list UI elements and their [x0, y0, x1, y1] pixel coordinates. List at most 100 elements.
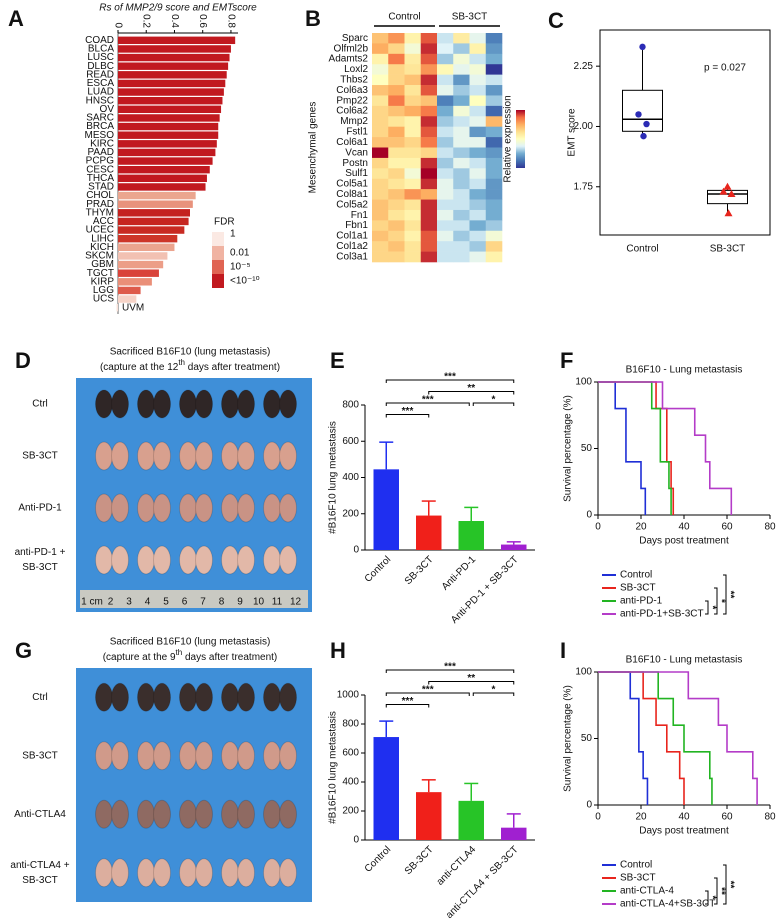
panel-letter: I [560, 638, 566, 663]
heat-cell [453, 43, 470, 55]
significance-label: * [706, 896, 717, 900]
lung-lobe [111, 493, 129, 523]
significance-label: ** [467, 383, 475, 394]
heat-cell [388, 199, 405, 211]
lung-lobe [137, 389, 155, 419]
heat-cell [453, 189, 470, 200]
lung-lobe [111, 799, 129, 829]
heat-cell [485, 137, 503, 148]
lung-lobe [221, 493, 239, 523]
significance-label: * [706, 606, 717, 610]
row-label: Col5a2 [336, 199, 368, 210]
lung-lobe [279, 545, 297, 575]
ruler-label: 9 [237, 597, 243, 608]
significance-label: * [715, 599, 726, 603]
lung-lobe [263, 493, 281, 523]
x-tick-label: 0.4 [169, 14, 180, 28]
bar [118, 131, 219, 139]
y-tick-label: 0 [586, 510, 592, 521]
heat-cell [453, 53, 470, 65]
category-label: UCEC [86, 225, 114, 236]
row-label: anti-PD-1 + [15, 547, 66, 558]
category-label: ACC [93, 216, 114, 227]
lung-lobe [153, 441, 171, 471]
row-label: SB-3CT [22, 750, 58, 761]
lung-lobe [195, 682, 213, 712]
heat-cell [437, 241, 454, 252]
point [727, 190, 736, 197]
heat-cell [404, 33, 422, 44]
heat-cell [469, 43, 487, 55]
heat-cell [388, 33, 405, 44]
heat-cell [453, 85, 470, 96]
lung-lobe [221, 441, 239, 471]
heat-cell [437, 178, 454, 190]
heat-cell [388, 53, 405, 65]
heat-cell [453, 126, 470, 138]
heat-cell [437, 85, 454, 96]
heat-cell [372, 64, 389, 75]
category-label: PRAD [86, 199, 114, 210]
significance-bracket [385, 704, 430, 708]
ruler-label: 2 [108, 597, 114, 608]
heat-cell [469, 199, 487, 211]
ruler-label: 1 cm [81, 597, 103, 608]
lung-lobe [153, 493, 171, 523]
significance-label: ** [467, 673, 475, 684]
heat-cell [469, 95, 487, 107]
heat-cell [420, 209, 438, 221]
y-tick-label: 100 [575, 377, 592, 388]
heat-cell [420, 199, 438, 211]
heat-cell [420, 230, 438, 242]
x-tick-label: anti-CTLA4 + SB-3CT [444, 844, 521, 920]
point [640, 132, 647, 140]
lung-lobe [221, 799, 239, 829]
lung-lobe [153, 799, 171, 829]
significance-bracket [705, 890, 709, 905]
x-tick-label: Control [363, 554, 394, 585]
y-tick-label: 0 [353, 545, 359, 556]
x-tick-label: 0.6 [197, 14, 208, 28]
heat-cell [453, 251, 470, 263]
lung-lobe [195, 858, 213, 888]
survival-curve [598, 671, 758, 805]
row-label: Col3a1 [336, 251, 368, 262]
legend-label: anti-CTLA-4 [620, 886, 674, 897]
lung-lobe [237, 799, 255, 829]
heat-cell [404, 189, 422, 200]
heat-cell [485, 168, 503, 180]
lung-lobe [195, 441, 213, 471]
heat-cell [404, 230, 422, 242]
heat-cell [420, 137, 438, 148]
x-tick-label: SB-3CT [403, 844, 436, 877]
bar [118, 295, 137, 303]
heat-cell [404, 220, 422, 232]
bar [118, 36, 236, 45]
panel: G Sacrificed B16F10 (lung metastasis)(cap… [10, 637, 312, 902]
heat-cell [469, 157, 487, 169]
y-tick-label: 200 [342, 508, 359, 519]
ruler-label: 11 [272, 597, 283, 608]
lung-lobe [179, 545, 197, 575]
lung-lobe [279, 441, 297, 471]
lung-lobe [263, 799, 281, 829]
heat-cell [437, 105, 454, 117]
lung-lobe [137, 799, 155, 829]
y-tick-label: 2.00 [574, 121, 594, 132]
heat-cell [404, 53, 422, 65]
heat-cell [485, 209, 503, 221]
subtitle-part: th [178, 358, 185, 367]
box [707, 189, 748, 205]
heat-cell [388, 105, 405, 117]
point [639, 43, 646, 51]
heat-cell [372, 209, 389, 221]
heat-cell [372, 74, 389, 86]
row-label: Col8a1 [336, 189, 368, 200]
heat-cell [485, 199, 503, 211]
heat-cell [404, 116, 422, 127]
y-tick-label: 1.75 [574, 181, 594, 192]
lung-lobe [111, 858, 129, 888]
lung-lobe [263, 545, 281, 575]
bar [118, 148, 216, 157]
category-label: KIRP [91, 276, 115, 287]
